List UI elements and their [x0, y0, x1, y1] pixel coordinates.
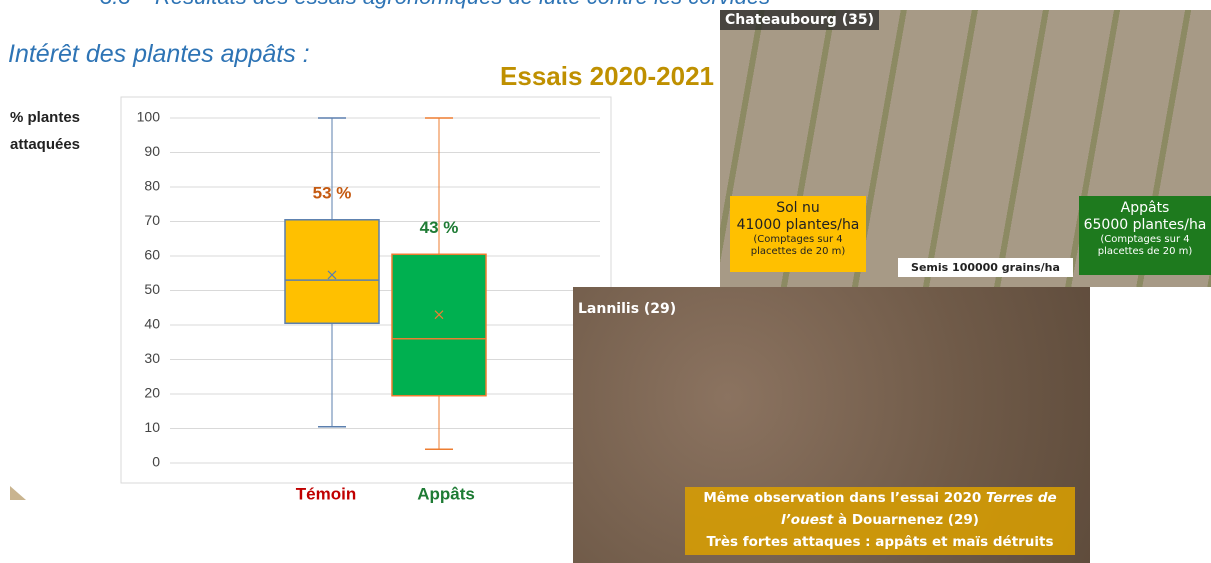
y-tick-label: 50: [144, 281, 160, 297]
x-tick-label: Appâts: [417, 484, 475, 503]
mean-marker: [434, 310, 444, 320]
caption-line: Même observation dans l’essai 2020 Terre…: [685, 487, 1075, 509]
box: [284, 219, 380, 325]
y-tick-label: 90: [144, 143, 160, 159]
label: 65000 plantes/ha: [1083, 216, 1207, 233]
label: placettes de 20 m): [1097, 245, 1193, 257]
decoration: [10, 486, 26, 500]
x-tick-label: Témoin: [296, 484, 356, 503]
y-tick-label: 70: [144, 212, 160, 228]
caption-text: Très fortes attaques : appâts et maïs dé…: [706, 534, 1054, 550]
y-tick-label: 20: [144, 385, 160, 401]
annotation: 53 %: [313, 183, 352, 202]
caption: Même observation dans l’essai 2020 Terre…: [685, 487, 1075, 555]
photo: Chateaubourg (35) Sol nu 41000 plantes/h…: [720, 10, 1211, 287]
label: (Comptages sur 4: [1100, 233, 1190, 245]
label: 41000 plantes/ha: [736, 216, 860, 233]
label-box: Appâts 65000 plantes/ha (Comptages sur 4…: [1079, 196, 1211, 275]
label: placettes de 20 m): [750, 245, 846, 257]
caption-text: Terres de: [986, 490, 1057, 506]
y-tick-label: 10: [144, 419, 160, 435]
caption-line: l’ouest à Douarnenez (29): [685, 509, 1075, 531]
photo-label: Chateaubourg (35): [720, 10, 879, 30]
caption-text: l’ouest: [781, 512, 834, 528]
y-tick-label: 0: [152, 454, 160, 470]
label-box: Sol nu 41000 plantes/ha (Comptages sur 4…: [730, 196, 866, 272]
mean-marker: [327, 270, 337, 280]
chart-title: Essais 2020-2021: [500, 61, 714, 91]
caption-text: Même observation dans l’essai 2020: [703, 490, 987, 506]
y-axis-label: % plantes: [10, 109, 80, 126]
y-tick-label: 80: [144, 178, 160, 194]
section-title: 3.3 – Résultats des essais agronomiques …: [100, 0, 770, 10]
photo-label: Lannilis (29): [578, 301, 677, 317]
photo: Lannilis (29) Même observation dans l’es…: [573, 287, 1090, 563]
y-tick-label: 100: [137, 109, 161, 125]
subtitle: Intérêt des plantes appâts :: [8, 40, 310, 68]
label: Sol nu: [776, 200, 820, 216]
caption-text: à Douarnenez (29): [833, 512, 979, 528]
y-tick-label: 40: [144, 316, 160, 332]
box: [391, 253, 487, 397]
chart: Essais 2020-2021 % plantes attaquées 0 10…: [10, 61, 714, 503]
label: Semis 100000 grains/ha: [898, 258, 1073, 277]
y-tick-label: 30: [144, 350, 160, 366]
label: (Comptages sur 4: [753, 233, 843, 245]
y-axis-label: attaquées: [10, 136, 80, 153]
y-tick-label: 60: [144, 247, 160, 263]
annotation: 43 %: [420, 218, 459, 237]
label: Appâts: [1120, 200, 1170, 216]
